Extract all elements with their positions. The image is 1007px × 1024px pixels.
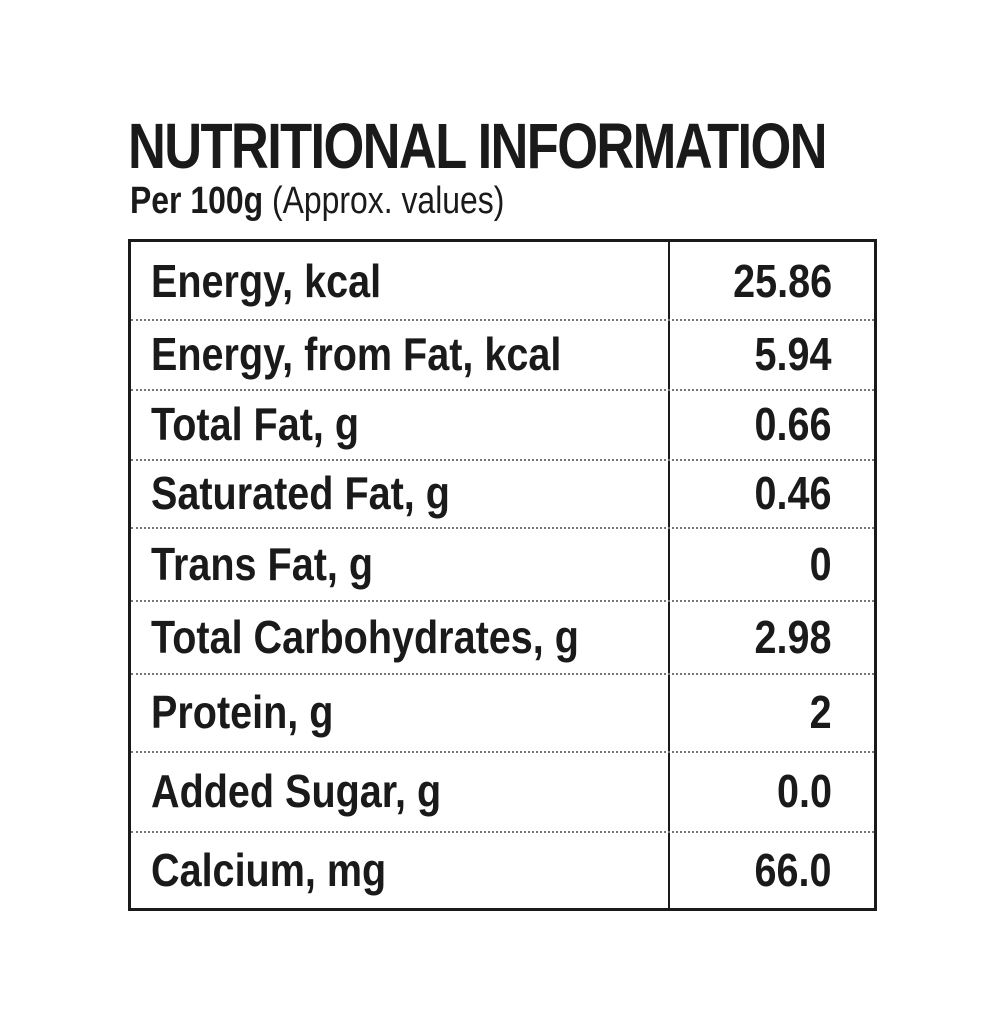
table-row: Energy, kcal 25.86 [131, 242, 874, 321]
row-value: 0.66 [755, 398, 832, 450]
row-label: Total Fat, g [151, 398, 360, 450]
table-row: Energy, from Fat, kcal 5.94 [131, 319, 874, 391]
row-label: Added Sugar, g [151, 765, 442, 817]
row-value: 0.46 [755, 467, 832, 519]
row-label: Protein, g [151, 686, 334, 738]
table-row: Total Fat, g 0.66 [131, 389, 874, 461]
table-row: Calcium, mg 66.0 [131, 831, 874, 908]
row-label: Saturated Fat, g [151, 467, 450, 519]
row-label: Total Carbohydrates, g [151, 610, 579, 663]
row-label: Trans Fat, g [151, 537, 374, 590]
table-row: Saturated Fat, g 0.46 [131, 459, 874, 529]
row-value: 2.98 [755, 610, 832, 663]
table-row: Trans Fat, g 0 [131, 527, 874, 602]
row-value: 0.0 [777, 765, 832, 817]
subtitle-serving: Per 100g [130, 180, 264, 222]
table-row: Added Sugar, g 0.0 [131, 751, 874, 833]
row-value: 25.86 [732, 254, 832, 307]
subtitle: Per 100g (Approx. values) [130, 178, 504, 224]
nutrition-table: Energy, kcal 25.86 Energy, from Fat, kca… [128, 239, 877, 911]
table-row: Total Carbohydrates, g 2.98 [131, 600, 874, 675]
row-value: 0 [809, 537, 832, 590]
row-value: 66.0 [755, 843, 832, 896]
subtitle-note: (Approx. values) [271, 180, 505, 222]
page-title: NUTRITIONAL INFORMATION [128, 110, 828, 182]
row-label: Calcium, mg [151, 843, 387, 896]
row-value: 5.94 [755, 328, 832, 380]
row-label: Energy, from Fat, kcal [151, 328, 562, 380]
column-divider [668, 242, 670, 908]
row-value: 2 [809, 686, 832, 738]
row-label: Energy, kcal [151, 254, 382, 307]
table-row: Protein, g 2 [131, 673, 874, 753]
